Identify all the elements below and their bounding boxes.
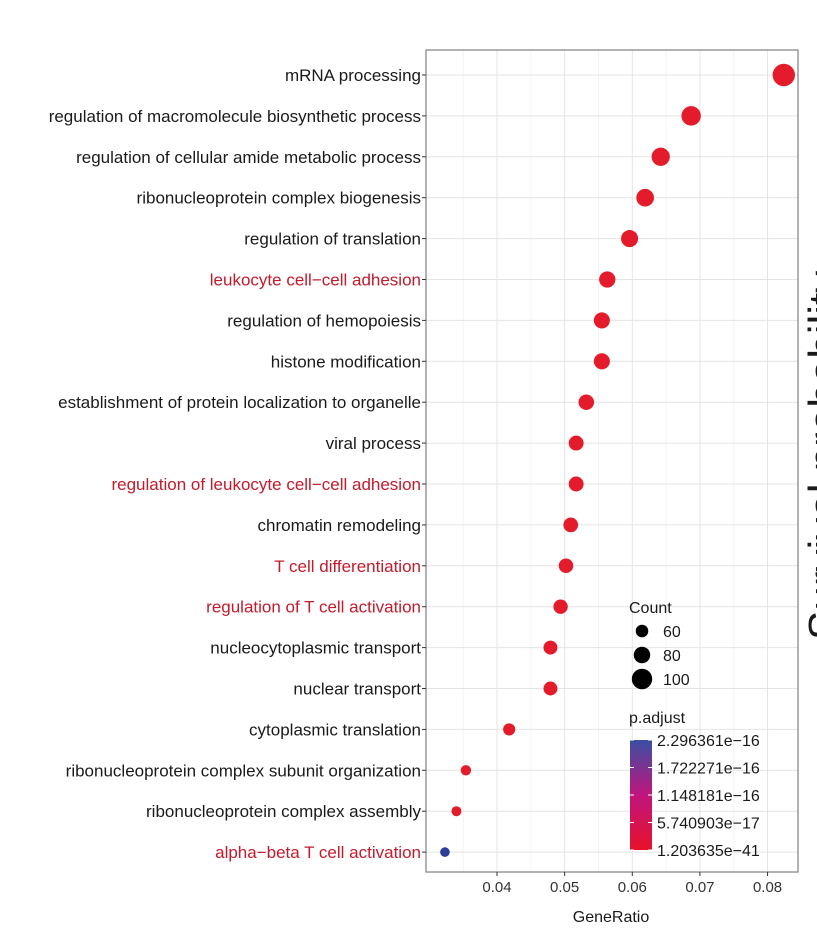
legend-p-adjust-label: 1.722271e−16 xyxy=(657,761,760,778)
x-tick-label: 0.06 xyxy=(618,879,647,896)
legend-p-adjust-title: p.adjust xyxy=(629,710,686,727)
legend-p-adjust-label: 1.203635e−41 xyxy=(657,843,760,860)
data-point xyxy=(681,106,701,126)
data-point xyxy=(558,558,574,574)
legend-colorbar xyxy=(630,740,652,850)
y-tick-label: ribonucleoprotein complex assembly xyxy=(146,802,421,821)
y-tick-label: regulation of leukocyte cell−cell adhesi… xyxy=(111,475,421,494)
data-point xyxy=(772,63,795,87)
y-tick-label: regulation of hemopoiesis xyxy=(227,311,421,330)
x-tick-label: 0.04 xyxy=(482,879,511,896)
y-tick-label: nuclear transport xyxy=(293,680,421,699)
legend-count-symbol xyxy=(631,668,653,690)
y-tick-label: cytoplasmic translation xyxy=(249,720,421,739)
y-tick-label: chromatin remodeling xyxy=(258,516,421,535)
y-tick-label: regulation of cellular amide metabolic p… xyxy=(76,148,421,167)
x-axis: 0.04 0.05 0.06 0.07 0.08 xyxy=(482,872,782,896)
y-axis: mRNA processing regulation of macromolecu… xyxy=(49,66,426,862)
data-point xyxy=(568,476,584,492)
y-tick-label: regulation of T cell activation xyxy=(206,598,421,617)
legend-count-title: Count xyxy=(629,600,672,617)
data-point xyxy=(593,353,610,370)
legend-p-adjust-label: 2.296361e−16 xyxy=(657,733,760,750)
x-tick-label: 0.08 xyxy=(753,879,782,896)
x-tick-label: 0.05 xyxy=(550,879,579,896)
data-point xyxy=(599,271,616,288)
data-point xyxy=(651,147,670,166)
side-axis-label-fragment: Survival probability xyxy=(800,270,817,640)
y-tick-label: ribonucleoprotein complex biogenesis xyxy=(137,189,421,208)
data-point xyxy=(578,394,595,410)
data-point xyxy=(553,599,568,614)
y-tick-label: nucleocytoplasmic transport xyxy=(210,639,421,658)
y-tick-label: regulation of macromolecule biosynthetic… xyxy=(49,107,421,126)
legend-count-label: 60 xyxy=(663,624,681,641)
legend-p-adjust-label: 5.740903e−17 xyxy=(657,816,760,833)
legend-p-adjust-label: 1.148181e−16 xyxy=(657,788,760,805)
legend-count-symbol xyxy=(633,646,651,664)
data-point xyxy=(503,723,516,736)
y-tick-label: ribonucleoprotein complex subunit organi… xyxy=(66,761,421,780)
legend-count-label: 100 xyxy=(663,672,690,689)
x-axis-title: GeneRatio xyxy=(573,909,650,926)
y-tick-label: histone modification xyxy=(271,352,421,371)
data-point xyxy=(451,806,462,817)
grid-lines xyxy=(426,50,798,872)
y-tick-label: T cell differentiation xyxy=(274,557,421,576)
y-tick-label: mRNA processing xyxy=(285,66,421,85)
data-point xyxy=(593,312,610,329)
data-point xyxy=(440,847,450,857)
data-point xyxy=(568,435,584,451)
legend-count: Count 60 80 100 xyxy=(629,600,690,690)
x-tick-label: 0.07 xyxy=(685,879,714,896)
data-point xyxy=(621,230,639,248)
data-point xyxy=(543,681,558,696)
legend-p-adjust: p.adjust 2.296361e−16 1.722271e−16 1.148181… xyxy=(629,710,760,860)
data-point xyxy=(543,640,558,655)
y-tick-label: leukocyte cell−cell adhesion xyxy=(210,271,421,290)
legend-count-label: 80 xyxy=(663,648,681,665)
legend-count-symbol xyxy=(635,624,649,638)
data-point xyxy=(460,765,472,776)
data-points xyxy=(440,63,795,857)
data-point xyxy=(563,517,579,533)
plot-panel-border xyxy=(425,49,799,873)
y-tick-label: alpha−beta T cell activation xyxy=(215,843,421,862)
y-tick-label: establishment of protein localization to… xyxy=(58,393,421,412)
y-tick-label: regulation of translation xyxy=(244,230,421,249)
y-tick-label: viral process xyxy=(326,434,421,453)
data-point xyxy=(636,188,654,207)
